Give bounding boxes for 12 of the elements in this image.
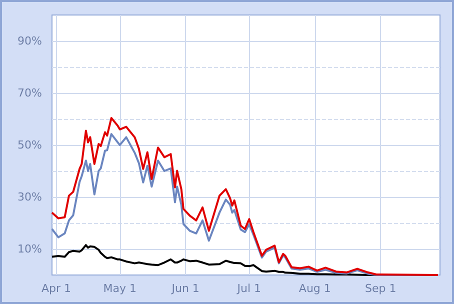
x-tick-label: Sep 1 [365, 282, 396, 295]
line-series [51, 244, 378, 276]
y-tick-label: 30% [18, 190, 42, 204]
x-tick-label: Jul 1 [236, 282, 262, 295]
x-tick-label: Aug 1 [298, 282, 331, 295]
y-tick-label: 70% [18, 86, 42, 100]
y-tick-label: 10% [18, 242, 42, 256]
x-tick-label: Apr 1 [41, 282, 72, 295]
y-tick-label: 90% [18, 34, 42, 48]
y-tick-label: 50% [18, 138, 42, 152]
x-tick-label: Jun 1 [170, 282, 200, 295]
x-tick-label: May 1 [103, 282, 136, 295]
